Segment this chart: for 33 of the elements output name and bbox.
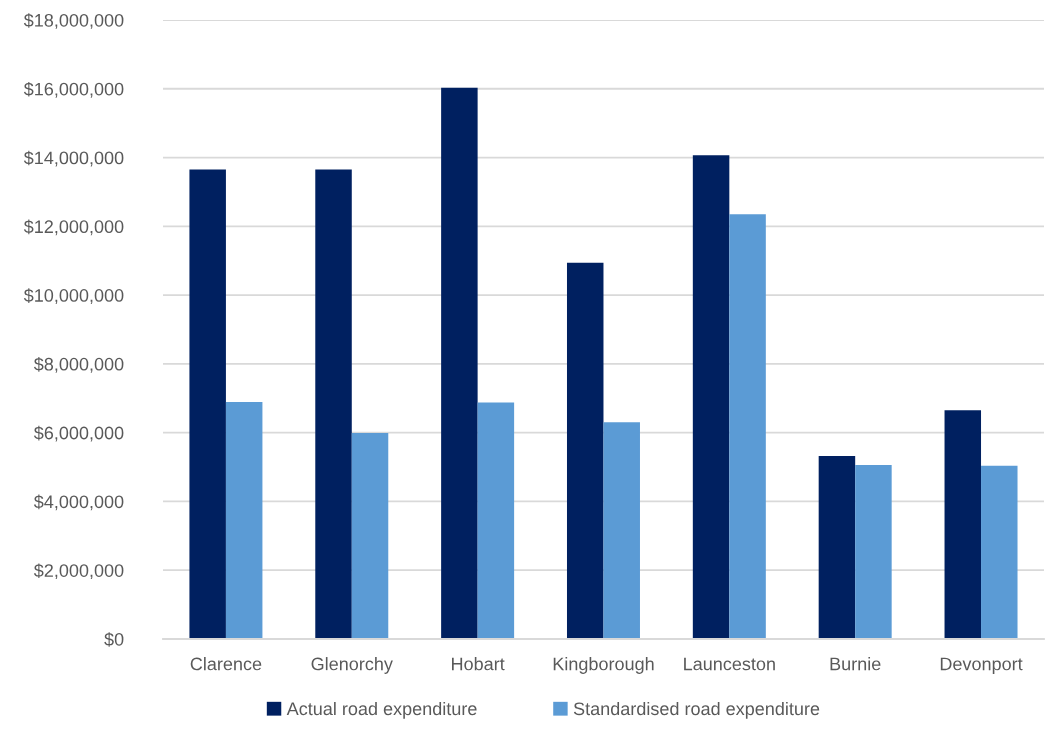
bar [315,169,352,639]
bar [603,422,640,639]
x-tick-label: Hobart [452,657,505,671]
y-tick-label: $8,000,000 [33,357,124,373]
bar [818,456,856,639]
x-tick-label: Launceston [684,657,775,671]
x-tick-label: Burnie [830,657,881,671]
y-tick-label: $10,000,000 [23,288,124,304]
bar [692,155,730,639]
y-tick-label: $12,000,000 [23,219,124,236]
bar [944,410,982,639]
bar [189,169,226,639]
y-tick-label: $0 [104,632,124,647]
bar [729,214,766,639]
y-tick-label: $14,000,000 [23,150,124,167]
y-tick-label: $18,000,000 [23,13,124,29]
legend-label: Standardised road expenditure [573,701,820,719]
bar [477,402,515,639]
bar [981,465,1018,639]
x-tick-label: Glenorchy [311,657,393,674]
x-tick-label: Devonport [940,657,1023,674]
bar [566,262,604,639]
bar [351,433,389,639]
legend-label: Actual road expenditure [286,701,477,719]
bar [441,87,478,639]
bar [855,464,892,639]
y-tick-label: $4,000,000 [33,494,124,511]
x-tick-label: Clarence [190,657,262,671]
y-tick-label: $2,000,000 [33,563,124,580]
y-tick-label: $16,000,000 [23,81,124,98]
bar [225,402,263,639]
y-tick-label: $6,000,000 [33,425,124,442]
x-tick-label: Kingborough [553,657,654,674]
